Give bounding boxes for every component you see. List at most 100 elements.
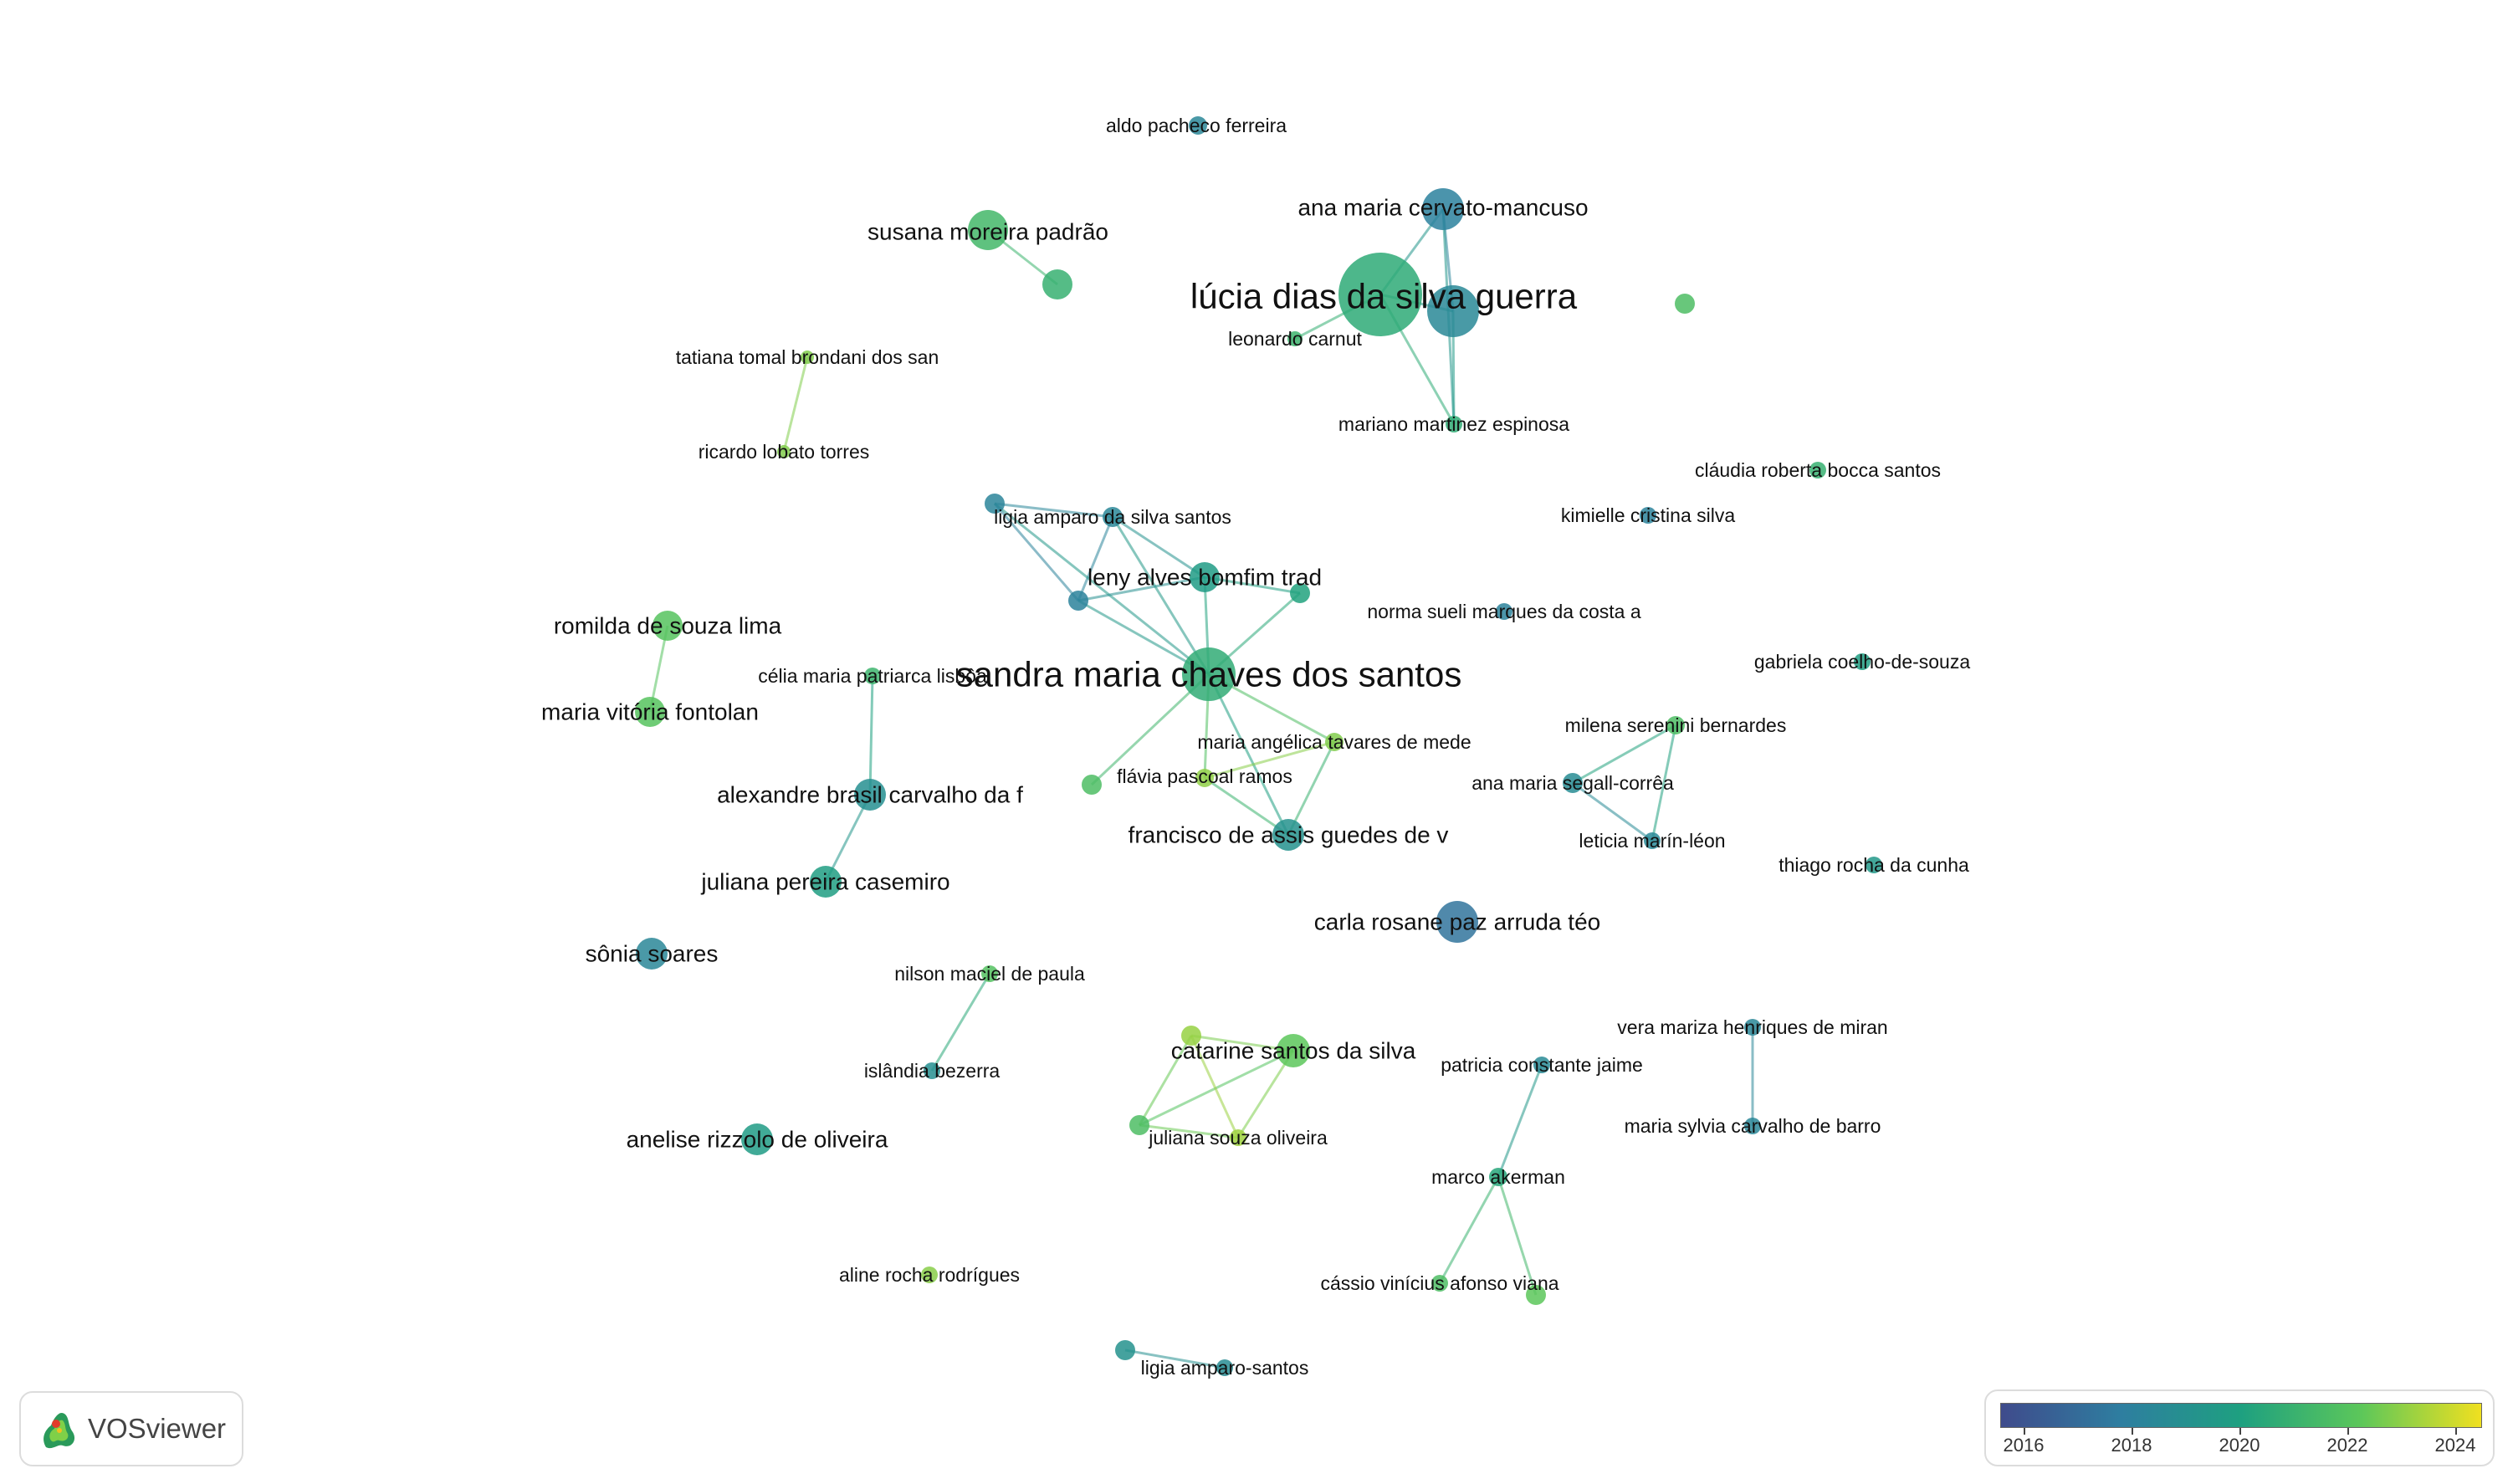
label-mariaAngelica[interactable]: maria angélica tavares de mede — [1197, 731, 1471, 753]
label-alexandre[interactable]: alexandre brasil carvalho da f — [717, 782, 1023, 808]
label-kimielle[interactable]: kimielle cristina silva — [1561, 504, 1736, 526]
node-romilda[interactable] — [653, 611, 683, 641]
node-leny[interactable] — [1190, 562, 1220, 592]
link-ligiaB-ligiaSilva — [994, 502, 1113, 519]
node-leticia[interactable] — [1644, 832, 1661, 849]
node-susanaB[interactable] — [1042, 269, 1072, 299]
node-carla[interactable] — [1436, 901, 1478, 943]
label-ligiaSilva[interactable]: ligia amparo da silva santos — [994, 506, 1231, 528]
node-islandia[interactable] — [924, 1062, 940, 1079]
node-ligiaSilva[interactable] — [1103, 507, 1123, 527]
label-mariaSylvia[interactable]: maria sylvia carvalho de barro — [1625, 1115, 1881, 1137]
label-thiago[interactable]: thiago rocha da cunha — [1779, 854, 1969, 876]
label-julianaSouza[interactable]: juliana souza oliveira — [1148, 1127, 1328, 1149]
label-gabriela[interactable]: gabriela coelho-de-souza — [1754, 651, 1970, 673]
node-catarine[interactable] — [1277, 1034, 1310, 1067]
node-aldo[interactable] — [1189, 116, 1207, 135]
label-catarine[interactable]: catarine santos da silva — [1171, 1038, 1416, 1064]
label-lucia[interactable]: lúcia dias da silva guerra — [1190, 277, 1578, 316]
node-aline[interactable] — [921, 1267, 938, 1283]
node-flavia[interactable] — [1195, 769, 1214, 787]
label-leonardo[interactable]: leonardo carnut — [1228, 328, 1362, 350]
node-anelise[interactable] — [741, 1123, 773, 1155]
node-gabriela[interactable] — [1854, 653, 1871, 670]
label-islandia[interactable]: islândia bezerra — [864, 1060, 1001, 1082]
node-catarineC[interactable] — [1129, 1115, 1149, 1135]
label-sandra[interactable]: sandra maria chaves dos santos — [956, 655, 1462, 694]
label-ligiaAmparo[interactable]: ligia amparo-santos — [1141, 1357, 1309, 1379]
legend-year-label: 2016 — [2003, 1435, 2045, 1456]
node-ligiaAmparoB[interactable] — [1115, 1340, 1135, 1360]
node-anaSegall[interactable] — [1563, 773, 1583, 793]
node-luciaB[interactable] — [1427, 285, 1479, 337]
label-leticia[interactable]: leticia marín-léon — [1579, 830, 1725, 852]
label-norma[interactable]: norma sueli marques da costa a — [1367, 601, 1640, 622]
node-ligiaAmparo[interactable] — [1216, 1359, 1233, 1376]
node-claudia[interactable] — [1809, 462, 1826, 478]
node-lenyC[interactable] — [1290, 583, 1310, 603]
vosviewer-logo[interactable]: VOSviewer — [19, 1391, 243, 1466]
label-mariano[interactable]: mariano martinez espinosa — [1338, 413, 1569, 435]
node-francisco[interactable] — [1272, 819, 1304, 851]
label-mariaVitoria[interactable]: maria vitória fontolan — [541, 699, 759, 725]
legend-year-label: 2022 — [2326, 1435, 2368, 1456]
node-sonia[interactable] — [636, 938, 668, 970]
label-celia[interactable]: célia maria patriarca lisbôa — [758, 665, 987, 687]
node-kimielle[interactable] — [1640, 507, 1656, 524]
link-marco-cassioB — [1497, 1176, 1538, 1296]
label-patricia[interactable]: patricia constante jaime — [1441, 1054, 1643, 1076]
node-julianaSouza[interactable] — [1230, 1129, 1246, 1146]
label-leny[interactable]: leny alves bomfim trad — [1088, 565, 1322, 591]
label-anelise[interactable]: anelise rizzolo de oliveira — [627, 1127, 888, 1153]
vosviewer-brand-name: VOSviewer — [88, 1413, 227, 1444]
node-milena[interactable] — [1666, 716, 1685, 734]
node-lucia[interactable] — [1338, 253, 1422, 336]
node-vera[interactable] — [1744, 1019, 1761, 1036]
node-celia[interactable] — [864, 668, 881, 684]
label-ricardo[interactable]: ricardo lobato torres — [699, 441, 870, 463]
node-cassio[interactable] — [1431, 1275, 1448, 1292]
node-flaviaB[interactable] — [1082, 775, 1102, 795]
label-anaSegall[interactable]: ana maria segall-corrêa — [1471, 772, 1674, 794]
label-romilda[interactable]: romilda de souza lima — [554, 613, 782, 639]
label-marco[interactable]: marco akerman — [1431, 1166, 1565, 1188]
node-juliana[interactable] — [810, 866, 842, 898]
label-juliana[interactable]: juliana pereira casemiro — [700, 869, 949, 895]
label-tatiana[interactable]: tatiana tomal brondani dos san — [676, 346, 939, 368]
node-cassioB[interactable] — [1526, 1285, 1546, 1305]
label-milena[interactable]: milena serenini bernardes — [1565, 714, 1787, 736]
label-vera[interactable]: vera mariza henriques de miran — [1617, 1016, 1887, 1038]
label-carla[interactable]: carla rosane paz arruda téo — [1314, 909, 1600, 935]
node-isolated1[interactable] — [1675, 294, 1695, 314]
node-catarineB[interactable] — [1181, 1026, 1201, 1046]
label-flavia[interactable]: flávia pascoal ramos — [1117, 765, 1292, 787]
node-alexandre[interactable] — [854, 779, 886, 811]
label-cassio[interactable]: cássio vinícius afonso viana — [1320, 1272, 1558, 1294]
node-sandra[interactable] — [1182, 647, 1236, 701]
node-ricardo[interactable] — [777, 445, 791, 458]
node-susana[interactable] — [968, 210, 1008, 250]
node-lenyB[interactable] — [1068, 591, 1088, 611]
node-mariaVitoria[interactable] — [635, 697, 665, 727]
node-mariaAngelica[interactable] — [1325, 733, 1344, 751]
node-patricia[interactable] — [1533, 1057, 1550, 1073]
label-sonia[interactable]: sônia soares — [586, 941, 719, 967]
node-ligiaB[interactable] — [985, 494, 1005, 514]
node-thiago[interactable] — [1866, 857, 1882, 873]
label-anamaria[interactable]: ana maria cervato-mancuso — [1297, 195, 1588, 221]
node-norma[interactable] — [1496, 603, 1512, 620]
label-claudia[interactable]: cláudia roberta bocca santos — [1695, 459, 1941, 481]
node-marco[interactable] — [1489, 1168, 1507, 1186]
label-francisco[interactable]: francisco de assis guedes de v — [1129, 822, 1449, 848]
label-aline[interactable]: aline rocha rodrígues — [839, 1264, 1020, 1286]
label-susana[interactable]: susana moreira padrão — [868, 219, 1108, 245]
node-anamaria[interactable] — [1422, 188, 1464, 230]
node-mariano[interactable] — [1446, 416, 1462, 432]
label-nilson[interactable]: nilson maciel de paula — [894, 963, 1085, 985]
node-tatiana[interactable] — [801, 351, 814, 364]
node-nilson[interactable] — [981, 965, 998, 982]
node-mariaSylvia[interactable] — [1744, 1118, 1761, 1134]
node-leonardo[interactable] — [1287, 331, 1303, 346]
label-aldo[interactable]: aldo pacheco ferreira — [1106, 115, 1287, 136]
